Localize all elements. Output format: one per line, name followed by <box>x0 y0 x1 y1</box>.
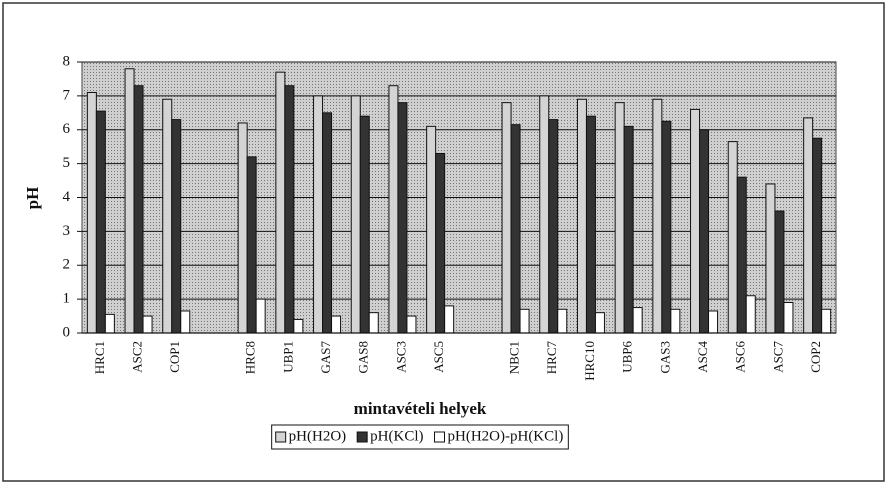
y-tick-label: 0 <box>63 324 71 340</box>
bar <box>661 120 672 334</box>
bar <box>745 295 756 334</box>
bar <box>124 68 135 334</box>
x-tick-label: ASC2 <box>130 341 145 373</box>
bar <box>322 112 333 334</box>
bar <box>331 315 342 334</box>
bar <box>594 312 605 334</box>
bar <box>86 91 97 334</box>
bar <box>501 102 512 334</box>
x-tick-label: ASC7 <box>770 341 785 373</box>
y-tick-label: 3 <box>63 223 71 239</box>
y-axis-title: pH <box>23 187 42 210</box>
bar <box>519 308 530 334</box>
x-tick-label: HRC1 <box>92 341 107 374</box>
bar <box>727 141 738 334</box>
y-tick-label: 1 <box>63 291 71 307</box>
bar <box>435 152 446 334</box>
bar <box>293 318 304 334</box>
bar <box>313 95 324 334</box>
x-tick-label: HRC10 <box>582 341 597 381</box>
bar <box>803 117 814 334</box>
bar <box>548 119 559 334</box>
x-tick-label: ASC6 <box>733 341 748 373</box>
bar <box>812 137 823 334</box>
legend-label: pH(KCl) <box>370 428 423 444</box>
bar <box>284 85 295 334</box>
bar <box>670 308 681 334</box>
x-tick-label: HRC8 <box>243 341 258 374</box>
legend-swatch <box>275 431 287 443</box>
x-tick-label: ASC5 <box>431 341 446 373</box>
y-tick-label: 5 <box>63 155 71 171</box>
bar <box>426 125 437 334</box>
legend-box <box>271 424 569 450</box>
x-tick-label: GAS3 <box>657 341 672 374</box>
x-tick-label: GAS8 <box>356 341 371 374</box>
bar <box>237 122 248 334</box>
bar <box>255 298 266 334</box>
x-tick-label: ASC4 <box>695 341 710 373</box>
bar <box>350 95 361 334</box>
x-tick-label: GAS7 <box>318 341 333 374</box>
bar <box>171 119 182 334</box>
x-axis-title: mintavételi helyek <box>354 399 487 418</box>
bar <box>614 102 625 334</box>
x-tick-label: NBC1 <box>507 341 522 374</box>
bar <box>368 312 379 334</box>
bar <box>708 310 719 334</box>
bar <box>444 305 455 334</box>
bar <box>95 110 106 334</box>
legend-swatch <box>356 431 368 443</box>
bar <box>736 176 747 334</box>
bar <box>133 85 144 334</box>
bar <box>690 108 701 334</box>
bar <box>783 302 794 334</box>
legend-swatch <box>434 431 446 443</box>
bar <box>765 183 776 334</box>
bar <box>246 156 257 334</box>
bar <box>510 124 521 334</box>
bar <box>397 102 408 334</box>
x-tick-label: COP2 <box>808 341 823 373</box>
y-tick-label: 6 <box>63 121 71 137</box>
y-tick-label: 2 <box>63 257 71 273</box>
bar <box>388 85 399 334</box>
bar <box>652 98 663 334</box>
bar <box>821 308 832 334</box>
bar <box>142 315 153 334</box>
bar <box>699 129 710 334</box>
x-tick-label: ASC3 <box>393 341 408 373</box>
bar <box>623 125 634 334</box>
bar <box>275 71 286 334</box>
bar <box>180 310 191 334</box>
y-tick-label: 8 <box>63 53 71 69</box>
x-tick-label: UBP1 <box>280 341 295 373</box>
bar <box>406 315 417 334</box>
bar <box>162 98 173 334</box>
x-tick-label: COP1 <box>167 341 182 373</box>
bar <box>774 210 785 334</box>
x-tick-label: HRC7 <box>544 341 559 375</box>
x-tick-label: UBP6 <box>620 341 635 373</box>
bar <box>104 313 115 334</box>
y-tick-label: 7 <box>63 87 71 103</box>
bar <box>576 98 587 334</box>
bar <box>539 95 550 334</box>
y-tick-label: 4 <box>63 189 71 205</box>
legend-label: pH(H2O) <box>289 428 347 444</box>
bar <box>557 308 568 334</box>
bar <box>359 115 370 334</box>
legend-label: pH(H2O)-pH(KCl) <box>448 428 564 444</box>
bar <box>632 307 643 334</box>
bar <box>585 115 596 334</box>
